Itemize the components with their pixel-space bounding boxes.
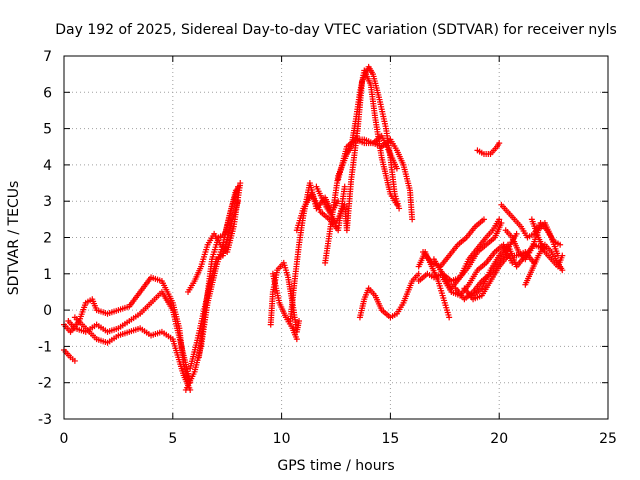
y-tick-label: -3 [38, 412, 52, 428]
data-point [446, 314, 453, 321]
data-point [557, 241, 564, 248]
y-tick-label: 0 [43, 303, 52, 319]
data-point [293, 336, 300, 343]
data-point [396, 205, 403, 212]
y-axis-ticks: -3 -2 -1 0 1 2 3 4 5 6 7 [38, 49, 608, 428]
x-axis-label: GPS time / hours [277, 458, 394, 474]
series-arc-3 [65, 288, 194, 386]
series-arc-16 [352, 132, 400, 172]
series-arc-4 [71, 314, 194, 393]
data-point [513, 230, 520, 237]
data-point [496, 216, 503, 223]
data-point [496, 140, 503, 147]
data-point [498, 219, 505, 226]
series-arc-8 [195, 183, 242, 361]
y-tick-label: 6 [43, 85, 52, 101]
x-tick-label: 25 [599, 431, 617, 447]
x-tick-label: 15 [381, 431, 399, 447]
data-point [393, 165, 400, 172]
data-point [237, 180, 244, 187]
y-tick-label: 1 [43, 267, 52, 283]
x-tick-label: 10 [273, 431, 291, 447]
data-marks [61, 63, 566, 393]
series-arc-10 [269, 270, 300, 343]
y-tick-label: -1 [38, 339, 52, 355]
x-tick-label: 5 [168, 431, 177, 447]
data-point [480, 216, 487, 223]
series-arc-1 [61, 347, 78, 364]
data-point [71, 357, 78, 364]
series-arc-17 [356, 270, 422, 321]
y-tick-label: 5 [43, 122, 52, 138]
y-tick-label: 7 [43, 49, 52, 65]
series-arc-30 [528, 216, 566, 270]
series-arc-9 [267, 259, 303, 335]
series-arc-26 [474, 140, 503, 158]
y-tick-label: -2 [38, 376, 52, 392]
data-point [296, 317, 303, 324]
x-tick-label: 0 [60, 431, 69, 447]
data-point [235, 183, 242, 190]
y-tick-label: 4 [43, 158, 52, 174]
series-arc-14 [322, 67, 400, 266]
y-axis-label: SDTVAR / TECUs [6, 181, 22, 296]
chart-title: Day 192 of 2025, Sidereal Day-to-day VTE… [55, 22, 617, 38]
data-point [409, 216, 416, 223]
y-tick-label: 2 [43, 231, 52, 247]
data-point [415, 270, 422, 277]
series-arc-21 [430, 219, 505, 285]
x-axis-ticks: 0 5 10 15 20 25 [60, 56, 617, 447]
y-tick-label: 3 [43, 194, 52, 210]
data-point [393, 201, 400, 208]
data-point [559, 267, 566, 274]
data-point [559, 252, 566, 259]
x-tick-label: 20 [490, 431, 508, 447]
data-point [341, 183, 348, 190]
